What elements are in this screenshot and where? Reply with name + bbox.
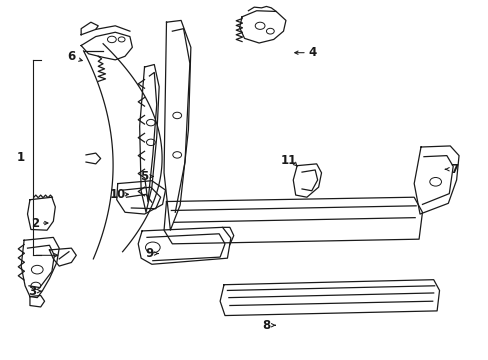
Text: 9: 9 [145, 247, 153, 260]
Polygon shape [49, 248, 76, 266]
Text: 2: 2 [31, 216, 39, 230]
Polygon shape [293, 164, 321, 197]
Text: 7: 7 [449, 163, 457, 176]
Polygon shape [117, 181, 165, 214]
Text: 4: 4 [308, 46, 316, 59]
Polygon shape [140, 64, 159, 212]
Text: 6: 6 [67, 50, 75, 63]
Text: 10: 10 [109, 188, 125, 201]
Polygon shape [27, 197, 55, 230]
Text: 8: 8 [262, 319, 270, 332]
Polygon shape [413, 146, 458, 214]
Polygon shape [163, 21, 190, 230]
Text: 3: 3 [28, 285, 37, 298]
Text: 1: 1 [17, 151, 25, 164]
Polygon shape [239, 11, 285, 43]
Polygon shape [163, 197, 422, 244]
Polygon shape [138, 227, 230, 264]
Polygon shape [21, 237, 59, 298]
Text: 5: 5 [140, 170, 148, 183]
Text: 11: 11 [280, 154, 296, 167]
Polygon shape [81, 32, 132, 60]
Polygon shape [220, 280, 439, 316]
